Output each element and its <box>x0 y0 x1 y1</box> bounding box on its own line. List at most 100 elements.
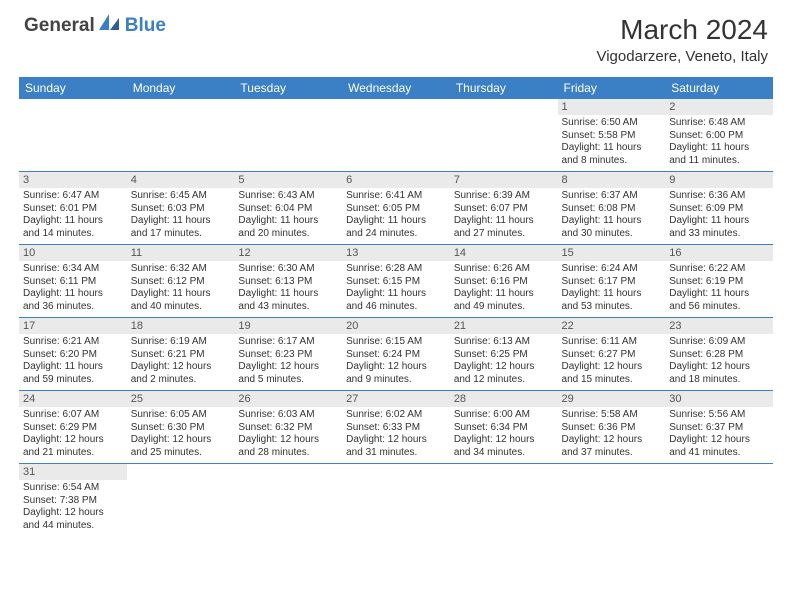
logo: General Blue <box>24 14 166 37</box>
calendar-cell <box>127 99 235 172</box>
calendar-cell: 29Sunrise: 5:58 AMSunset: 6:36 PMDayligh… <box>558 391 666 464</box>
day-number: 10 <box>19 245 127 261</box>
day-line-sr: Sunrise: 6:28 AM <box>346 263 446 276</box>
weekday-header: Tuesday <box>234 77 342 99</box>
day-line-sr: Sunrise: 6:30 AM <box>238 263 338 276</box>
location: Vigodarzere, Veneto, Italy <box>596 48 768 65</box>
day-line-d2: and 36 minutes. <box>23 301 123 314</box>
day-info: Sunrise: 5:56 AMSunset: 6:37 PMDaylight:… <box>665 407 773 463</box>
day-info: Sunrise: 6:26 AMSunset: 6:16 PMDaylight:… <box>450 261 558 317</box>
day-line-d2: and 43 minutes. <box>238 301 338 314</box>
day-line-d2: and 2 minutes. <box>131 374 231 387</box>
day-info: Sunrise: 6:03 AMSunset: 6:32 PMDaylight:… <box>234 407 342 463</box>
calendar-cell: 3Sunrise: 6:47 AMSunset: 6:01 PMDaylight… <box>19 172 127 245</box>
day-line-sr: Sunrise: 6:22 AM <box>669 263 769 276</box>
day-info: Sunrise: 6:00 AMSunset: 6:34 PMDaylight:… <box>450 407 558 463</box>
calendar-cell: 24Sunrise: 6:07 AMSunset: 6:29 PMDayligh… <box>19 391 127 464</box>
day-info: Sunrise: 6:30 AMSunset: 6:13 PMDaylight:… <box>234 261 342 317</box>
calendar-cell: 31Sunrise: 6:54 AMSunset: 7:38 PMDayligh… <box>19 464 127 537</box>
day-number: 29 <box>558 391 666 407</box>
day-line-d2: and 34 minutes. <box>454 447 554 460</box>
day-info: Sunrise: 6:39 AMSunset: 6:07 PMDaylight:… <box>450 188 558 244</box>
day-info: Sunrise: 6:34 AMSunset: 6:11 PMDaylight:… <box>19 261 127 317</box>
calendar-table: SundayMondayTuesdayWednesdayThursdayFrid… <box>19 77 773 536</box>
day-line-ss: Sunset: 6:32 PM <box>238 422 338 435</box>
day-line-d2: and 31 minutes. <box>346 447 446 460</box>
day-number: 3 <box>19 172 127 188</box>
day-info: Sunrise: 6:21 AMSunset: 6:20 PMDaylight:… <box>19 334 127 390</box>
day-line-sr: Sunrise: 6:54 AM <box>23 482 123 495</box>
day-line-ss: Sunset: 6:05 PM <box>346 203 446 216</box>
calendar-cell: 8Sunrise: 6:37 AMSunset: 6:08 PMDaylight… <box>558 172 666 245</box>
day-line-sr: Sunrise: 6:00 AM <box>454 409 554 422</box>
calendar-cell: 12Sunrise: 6:30 AMSunset: 6:13 PMDayligh… <box>234 245 342 318</box>
day-line-d1: Daylight: 11 hours <box>23 215 123 228</box>
title-block: March 2024 Vigodarzere, Veneto, Italy <box>596 14 768 65</box>
header: General Blue March 2024 Vigodarzere, Ven… <box>0 0 792 69</box>
calendar-cell: 2Sunrise: 6:48 AMSunset: 6:00 PMDaylight… <box>665 99 773 172</box>
day-line-d2: and 5 minutes. <box>238 374 338 387</box>
day-line-ss: Sunset: 6:37 PM <box>669 422 769 435</box>
calendar-cell <box>450 464 558 537</box>
day-line-ss: Sunset: 6:11 PM <box>23 276 123 289</box>
calendar-cell <box>558 464 666 537</box>
day-number: 16 <box>665 245 773 261</box>
day-line-d1: Daylight: 12 hours <box>23 507 123 520</box>
day-line-d1: Daylight: 11 hours <box>669 288 769 301</box>
day-number: 31 <box>19 464 127 480</box>
day-info: Sunrise: 6:54 AMSunset: 7:38 PMDaylight:… <box>19 480 127 536</box>
day-line-d1: Daylight: 11 hours <box>454 288 554 301</box>
day-number: 18 <box>127 318 235 334</box>
day-line-d2: and 41 minutes. <box>669 447 769 460</box>
day-line-d1: Daylight: 12 hours <box>562 434 662 447</box>
calendar-cell <box>342 99 450 172</box>
day-line-d1: Daylight: 11 hours <box>562 142 662 155</box>
calendar-cell: 21Sunrise: 6:13 AMSunset: 6:25 PMDayligh… <box>450 318 558 391</box>
day-info: Sunrise: 6:48 AMSunset: 6:00 PMDaylight:… <box>665 115 773 171</box>
day-line-ss: Sunset: 6:21 PM <box>131 349 231 362</box>
calendar-cell: 19Sunrise: 6:17 AMSunset: 6:23 PMDayligh… <box>234 318 342 391</box>
day-info: Sunrise: 6:43 AMSunset: 6:04 PMDaylight:… <box>234 188 342 244</box>
calendar-row: 24 Sunrise: 6:07 AMSunset: 6:29 PM Dayligh… <box>19 391 773 464</box>
day-line-d1: Daylight: 11 hours <box>131 215 231 228</box>
day-line-ss: Sunset: 6:20 PM <box>23 349 123 362</box>
day-line-sr: Sunrise: 6:21 AM <box>23 336 123 349</box>
day-line-d1: Daylight: 11 hours <box>454 215 554 228</box>
day-line-sr: Sunrise: 5:58 AM <box>562 409 662 422</box>
day-line-ss: Sunset: 6:24 PM <box>346 349 446 362</box>
day-line-d2: and 25 minutes. <box>131 447 231 460</box>
day-line-d1: Daylight: 11 hours <box>346 215 446 228</box>
day-line-d1: Daylight: 12 hours <box>346 434 446 447</box>
day-number: 4 <box>127 172 235 188</box>
day-line-d2: and 46 minutes. <box>346 301 446 314</box>
day-line-d2: and 28 minutes. <box>238 447 338 460</box>
day-number: 13 <box>342 245 450 261</box>
day-line-ss: Sunset: 6:29 PM <box>23 422 123 435</box>
logo-text-blue: Blue <box>125 15 166 37</box>
day-line-ss: Sunset: 7:38 PM <box>23 495 123 508</box>
weekday-header: Monday <box>127 77 235 99</box>
day-line-ss: Sunset: 6:04 PM <box>238 203 338 216</box>
logo-text-general: General <box>24 15 95 37</box>
day-line-sr: Sunrise: 6:43 AM <box>238 190 338 203</box>
calendar-cell <box>665 464 773 537</box>
calendar-row: 10Sunrise: 6:34 AMSunset: 6:11 PMDayligh… <box>19 245 773 318</box>
day-line-sr: Sunrise: 6:07 AM <box>23 409 123 422</box>
day-info: Sunrise: 6:11 AMSunset: 6:27 PMDaylight:… <box>558 334 666 390</box>
day-number: 23 <box>665 318 773 334</box>
day-number: 24 <box>19 391 127 407</box>
day-info: Sunrise: 6:47 AMSunset: 6:01 PMDaylight:… <box>19 188 127 244</box>
day-info: Sunrise: 5:58 AMSunset: 6:36 PMDaylight:… <box>558 407 666 463</box>
day-number: 19 <box>234 318 342 334</box>
day-line-d2: and 18 minutes. <box>669 374 769 387</box>
day-line-ss: Sunset: 6:33 PM <box>346 422 446 435</box>
day-line-sr: Sunrise: 6:48 AM <box>669 117 769 130</box>
day-info: Sunrise: 6:41 AMSunset: 6:05 PMDaylight:… <box>342 188 450 244</box>
day-info: Sunrise: 6:02 AMSunset: 6:33 PMDaylight:… <box>342 407 450 463</box>
day-line-d2: and 15 minutes. <box>562 374 662 387</box>
day-line-ss: Sunset: 6:28 PM <box>669 349 769 362</box>
day-line-ss: Sunset: 5:58 PM <box>562 130 662 143</box>
calendar-cell: 16Sunrise: 6:22 AMSunset: 6:19 PMDayligh… <box>665 245 773 318</box>
day-info: Sunrise: 6:05 AMSunset: 6:30 PMDaylight:… <box>127 407 235 463</box>
day-number: 30 <box>665 391 773 407</box>
